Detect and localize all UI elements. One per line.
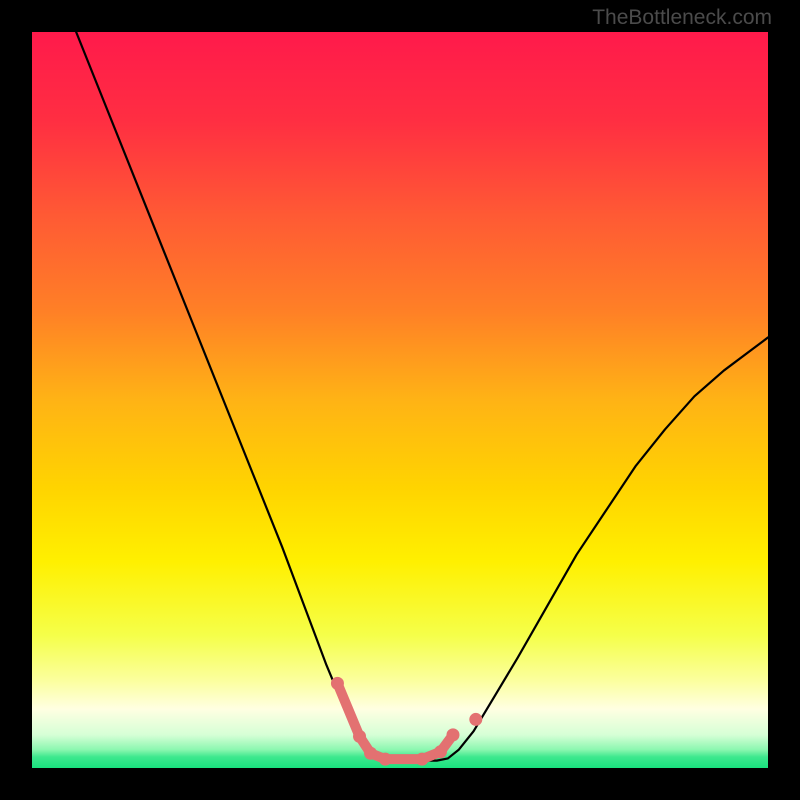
marker-dot <box>434 745 447 758</box>
marker-dot <box>364 747 377 760</box>
marker-dot <box>469 713 482 726</box>
marker-dot <box>353 730 366 743</box>
bottleneck-chart <box>0 0 800 800</box>
chart-stage: TheBottleneck.com <box>0 0 800 800</box>
plot-gradient-background <box>32 32 768 768</box>
marker-dot <box>416 753 429 766</box>
marker-dot <box>446 728 459 741</box>
marker-dot <box>331 677 344 690</box>
marker-dot <box>379 753 392 766</box>
